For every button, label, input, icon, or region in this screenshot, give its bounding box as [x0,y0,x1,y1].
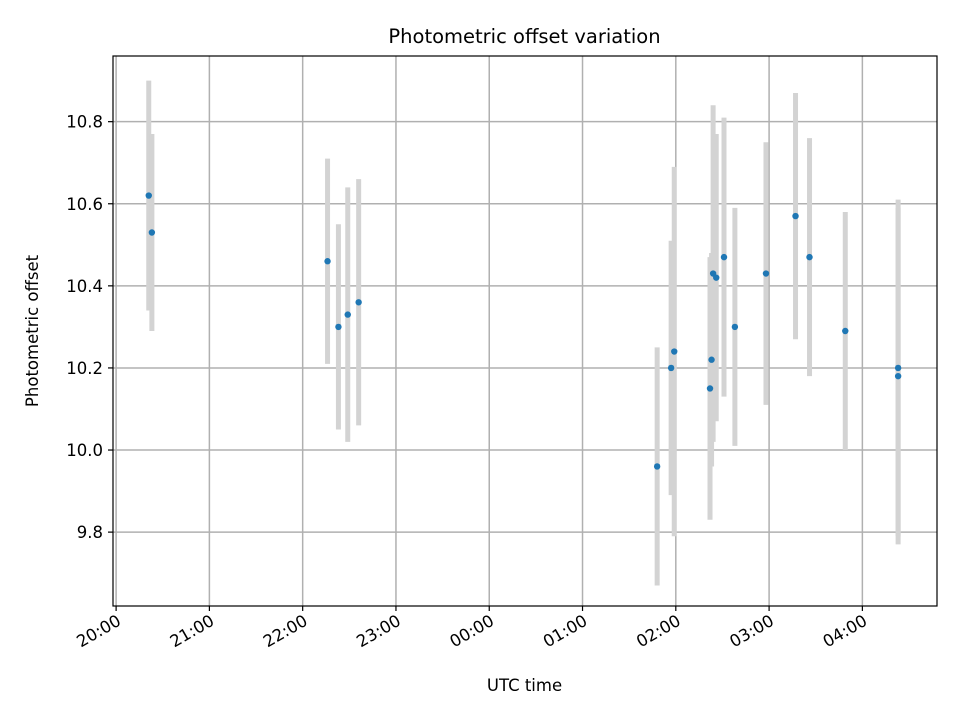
x-tick-label: 23:00 [353,611,404,651]
data-point [355,299,362,306]
y-tick-label: 10.6 [66,195,103,214]
x-tick-label: 00:00 [447,611,498,651]
data-point [720,253,728,261]
plot-area-frame [112,55,938,607]
data-point [894,372,902,380]
y-tick-label: 10.4 [66,277,103,296]
y-tick-label: 10.8 [66,113,103,132]
x-axis-ticks: 20:00 21:00 22:00 23:00 00:00 01:00 02:00 03:00… [73,606,870,651]
data-point [335,323,342,331]
x-tick-label: 21:00 [167,611,218,651]
x-tick-label: 20:00 [73,611,124,651]
x-tick-label: 02:00 [633,611,684,651]
errorbar-layer [146,80,901,586]
data-point [842,327,849,335]
data-point [731,323,739,331]
x-tick-label: 03:00 [726,611,777,651]
data-point [671,348,678,355]
data-point [713,274,720,281]
data-point [145,192,152,199]
x-axis-title: UTC time [487,676,562,695]
y-axis-ticks: 9.8 10.0 10.2 10.4 10.6 10.8 [66,113,113,542]
x-tick-label: 22:00 [260,611,311,651]
data-point [324,258,331,265]
data-point [792,212,799,220]
y-tick-label: 10.0 [66,441,103,460]
data-point [653,463,661,470]
data-point [706,385,714,392]
data-point [894,364,902,372]
data-point [708,356,715,363]
y-axis-title: Photometric offset [23,254,42,407]
x-tick-label: 01:00 [540,611,591,651]
data-point [667,364,675,372]
data-point [806,253,813,261]
x-tick-label: 04:00 [820,611,871,651]
marker-layer [145,192,902,470]
data-point [148,229,156,236]
chart-title: Photometric offset variation [388,25,660,48]
data-point [762,270,770,277]
y-tick-label: 9.8 [77,523,103,542]
y-tick-label: 10.2 [66,359,103,378]
data-point [344,311,351,318]
grid-layer [113,56,937,606]
